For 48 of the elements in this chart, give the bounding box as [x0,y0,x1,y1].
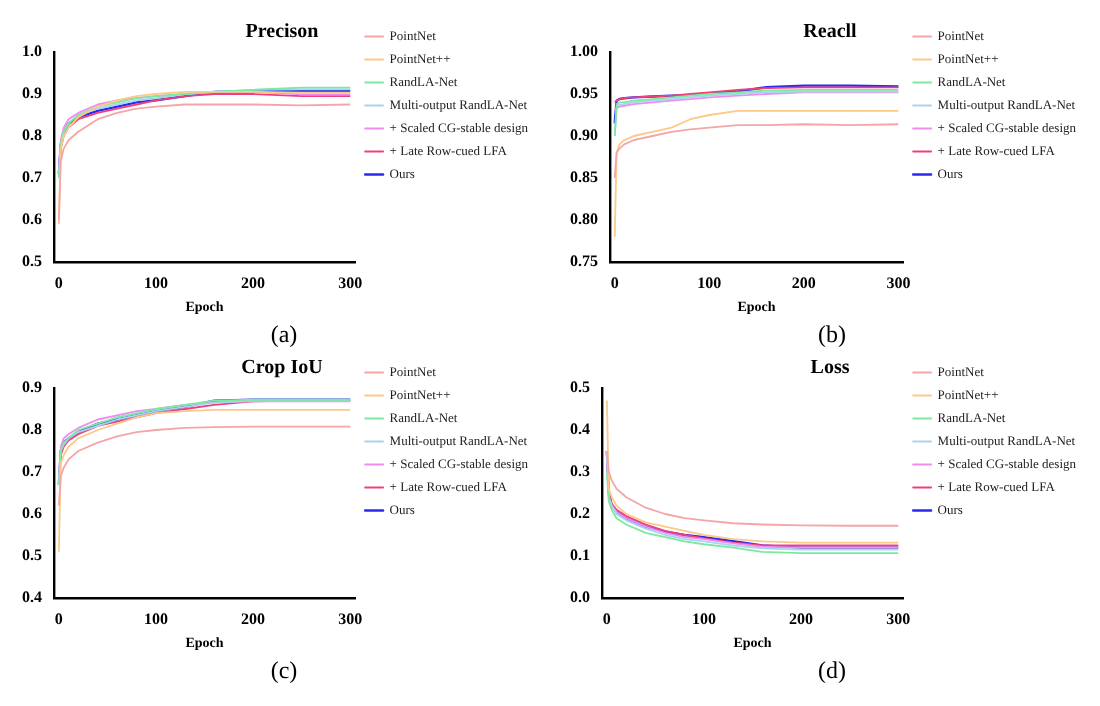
y-tick-label: 0.0 [570,588,590,607]
y-tick-label: 0.7 [22,462,42,481]
y-tick-label: 0.6 [22,504,42,523]
y-tick-label: 0.7 [22,168,42,187]
x-tick-label: 200 [789,609,814,628]
text: (a) [270,318,298,352]
y-tick-label: 0.9 [22,378,42,397]
y-tick-label: 0.4 [570,420,590,439]
chart-title: Precison [245,21,320,44]
x-tick-label: 0 [54,273,63,292]
y-tick-label: 0.9 [22,84,42,103]
x-tick-label: 0 [54,609,63,628]
y-tick-label: 0.6 [22,210,42,229]
text: (d) [818,654,846,688]
y-tick-label: 0.75 [570,252,598,271]
x-tick-label: 100 [691,609,716,628]
x-tick-label: 200 [241,609,266,628]
y-tick-label: 0.4 [22,588,42,607]
chart-title: Loss [810,357,850,380]
x-tick-label: 300 [338,273,363,292]
y-tick-label: 0.5 [22,252,42,271]
x-tick-label: 300 [886,609,911,628]
chart-title: Crop IoU [241,357,323,380]
y-tick-label: 0.8 [22,126,42,145]
y-tick-label: 0.90 [570,126,598,145]
x-tick-label: 100 [143,609,168,628]
y-tick-label: 1.0 [22,42,42,61]
x-tick-label: 300 [886,273,911,292]
y-tick-label: 0.3 [570,462,590,481]
y-tick-label: 1.00 [570,42,598,61]
y-tick-label: 0.5 [22,546,42,565]
y-tick-label: 0.95 [570,84,598,103]
y-tick-label: 0.5 [570,378,590,397]
y-tick-label: 0.85 [570,168,598,187]
y-tick-label: 0.80 [570,210,598,229]
y-tick-label: 0.1 [570,546,590,565]
chart-title: Reacll [803,21,858,44]
text: (b) [818,318,846,352]
text: (c) [270,654,298,688]
x-tick-label: 200 [241,273,266,292]
x-tick-label: 200 [791,273,816,292]
y-tick-label: 0.2 [570,504,590,523]
x-tick-label: 0 [610,273,619,292]
x-tick-label: 0 [602,609,611,628]
y-tick-label: 0.8 [22,420,42,439]
x-tick-label: 100 [697,273,722,292]
x-tick-label: 100 [143,273,168,292]
x-tick-label: 300 [338,609,363,628]
